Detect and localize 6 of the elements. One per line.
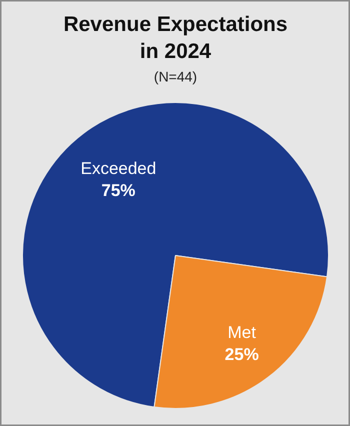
data-label: 25% [224,344,259,364]
chart-subtitle: (N=44) [154,68,198,84]
slice-label: Exceeded [80,159,156,178]
slice-label: Met [228,322,256,342]
data-label: 75% [101,181,136,200]
chart-title: Revenue Expectations in 2024 [63,13,288,63]
